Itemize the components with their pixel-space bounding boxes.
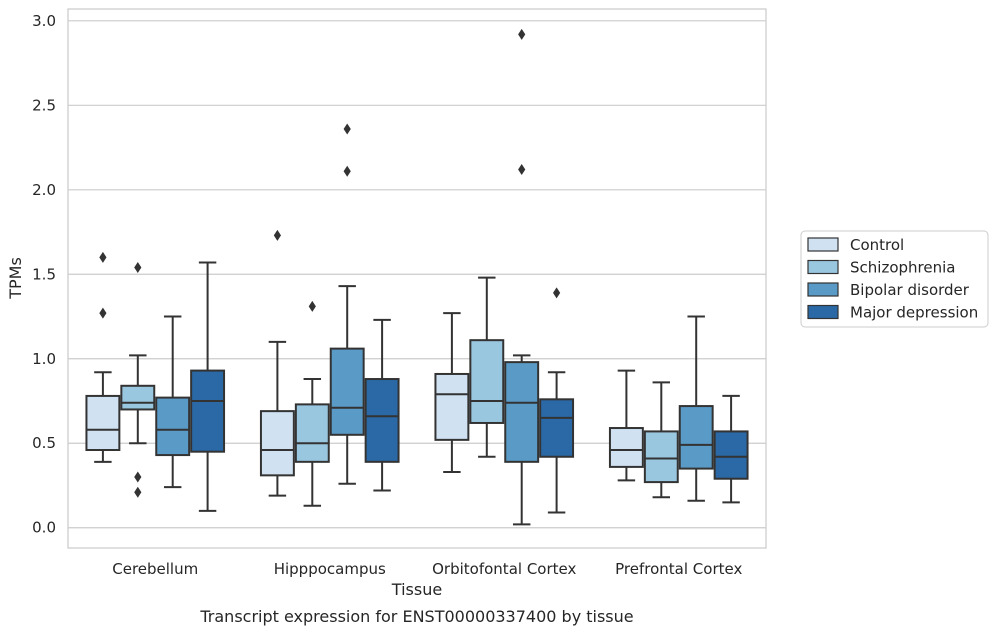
box-iqr [155, 396, 191, 457]
y-tick-label: 2.5 [32, 96, 56, 114]
legend-swatch [807, 282, 839, 297]
box-schizophrenia [643, 381, 679, 499]
x-axis-ticks: Cerebellum Hipppocampus Orbitofontal Corte… [112, 560, 742, 578]
y-axis-label: TPMs [6, 257, 25, 300]
box-iqr [329, 347, 365, 436]
x-tick-label: Prefrontal Cortex [615, 560, 742, 578]
box-schizophrenia [294, 300, 330, 507]
box-major-depression [539, 287, 575, 514]
box-iqr [678, 405, 714, 470]
outlier-point [343, 123, 351, 135]
legend-swatch [807, 237, 839, 252]
y-axis-ticks: 0.0 0.5 1.0 1.5 2.0 2.5 3.0 [32, 12, 56, 537]
box-iqr [120, 384, 156, 411]
box-major-depression [190, 261, 226, 512]
y-tick-label: 0.0 [32, 519, 56, 537]
legend-label: Schizophrenia [850, 259, 955, 277]
plot-frame [67, 8, 767, 549]
x-tick-label: Hipppocampus [274, 560, 386, 578]
box-control [608, 369, 644, 482]
outlier-point [134, 471, 142, 483]
y-tick-label: 0.5 [32, 434, 56, 452]
legend: Control Schizophrenia Bipolar disorder Majo… [800, 230, 989, 328]
box-iqr [504, 361, 540, 463]
box-control [259, 229, 295, 497]
legend-frame [800, 230, 989, 328]
box-iqr [190, 369, 226, 453]
outlier-point [518, 164, 526, 176]
outlier-point [273, 229, 281, 241]
box-major-depression [364, 318, 400, 492]
outlier-point [308, 300, 316, 312]
box-control [85, 251, 121, 463]
y-tick-label: 2.0 [32, 181, 56, 199]
outlier-point [134, 486, 142, 498]
figure-caption: Transcript expression for ENST0000033740… [199, 607, 633, 626]
x-tick-label: Orbitofontal Cortex [432, 560, 576, 578]
legend-label: Control [850, 236, 904, 254]
legend-label: Bipolar disorder [850, 281, 970, 299]
box-bipolar-disorder [329, 123, 365, 485]
x-axis-label: Tissue [391, 580, 442, 599]
box-iqr [85, 394, 121, 451]
outlier-point [553, 287, 561, 299]
box-iqr [294, 403, 330, 463]
box-iqr [539, 398, 575, 458]
legend-label: Major depression [850, 304, 978, 322]
box-bipolar-disorder [678, 315, 714, 502]
box-iqr [259, 410, 295, 477]
box-iqr [713, 430, 749, 480]
box-iqr [364, 378, 400, 463]
box-iqr [608, 427, 644, 468]
legend-swatch [807, 304, 839, 320]
box-iqr [643, 430, 679, 484]
box-bipolar-disorder [155, 315, 191, 489]
y-tick-label: 1.5 [32, 265, 56, 283]
outlier-point [343, 165, 351, 177]
box-schizophrenia [120, 262, 156, 498]
outlier-point [99, 307, 107, 319]
x-tick-label: Cerebellum [112, 560, 198, 578]
box-schizophrenia [469, 276, 505, 458]
box-iqr [434, 372, 470, 441]
box-iqr [469, 339, 505, 424]
y-tick-label: 1.0 [32, 350, 56, 368]
box-bipolar-disorder [504, 28, 540, 526]
box-groups [85, 28, 749, 526]
y-tick-label: 3.0 [32, 12, 56, 30]
legend-swatch [807, 259, 839, 275]
outlier-point [134, 262, 142, 274]
outlier-point [518, 28, 526, 40]
box-control [434, 312, 470, 473]
box-major-depression [713, 394, 749, 504]
outlier-point [99, 251, 107, 263]
